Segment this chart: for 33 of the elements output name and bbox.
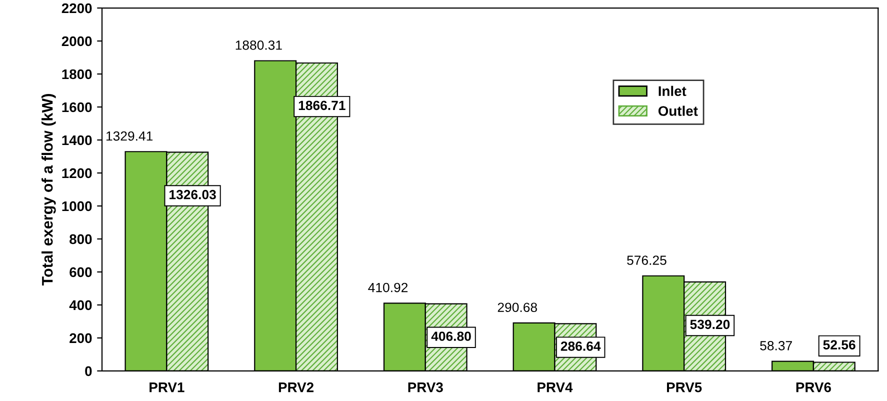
y-axis-title: Total exergy of a flow (kW) <box>42 94 56 286</box>
data-label: 1329.41 <box>106 131 153 141</box>
legend-label: Inlet <box>658 86 686 96</box>
data-label: 1880.31 <box>236 40 282 50</box>
data-label: 410.92 <box>368 282 408 292</box>
data-label: 286.64 <box>560 341 601 351</box>
data-label: 1326.03 <box>170 190 216 200</box>
y-tick-label: 400 <box>69 300 92 310</box>
x-tick-label: PRV4 <box>538 382 573 392</box>
x-tick-label: PRV2 <box>278 382 314 392</box>
data-label: 406.80 <box>431 332 471 341</box>
y-tick-label: 1000 <box>62 201 92 212</box>
data-label: 576.25 <box>627 256 666 265</box>
y-tick-label: 1800 <box>62 69 92 80</box>
x-tick-label: PRV6 <box>796 382 831 392</box>
y-tick-label: 200 <box>70 333 92 344</box>
x-tick-label: PRV5 <box>667 382 702 392</box>
data-label: 539.20 <box>690 320 730 330</box>
y-tick-label: 1400 <box>62 135 92 146</box>
data-label: 58.37 <box>760 341 792 350</box>
y-tick-label: 800 <box>70 234 92 244</box>
y-tick-label: 2200 <box>62 3 92 14</box>
y-tick-label: 0 <box>85 366 92 376</box>
x-tick-label: PRV3 <box>408 382 443 392</box>
data-label: 52.56 <box>823 340 856 350</box>
data-label: 1866.71 <box>298 100 346 110</box>
y-tick-label: 600 <box>70 267 92 278</box>
data-label: 290.68 <box>498 302 537 312</box>
y-tick-label: 2000 <box>62 36 92 46</box>
legend-label: Outlet <box>658 106 698 116</box>
x-tick-label: PRV1 <box>150 382 184 392</box>
y-tick-label: 1200 <box>62 168 92 178</box>
y-tick-label: 1600 <box>62 102 92 112</box>
